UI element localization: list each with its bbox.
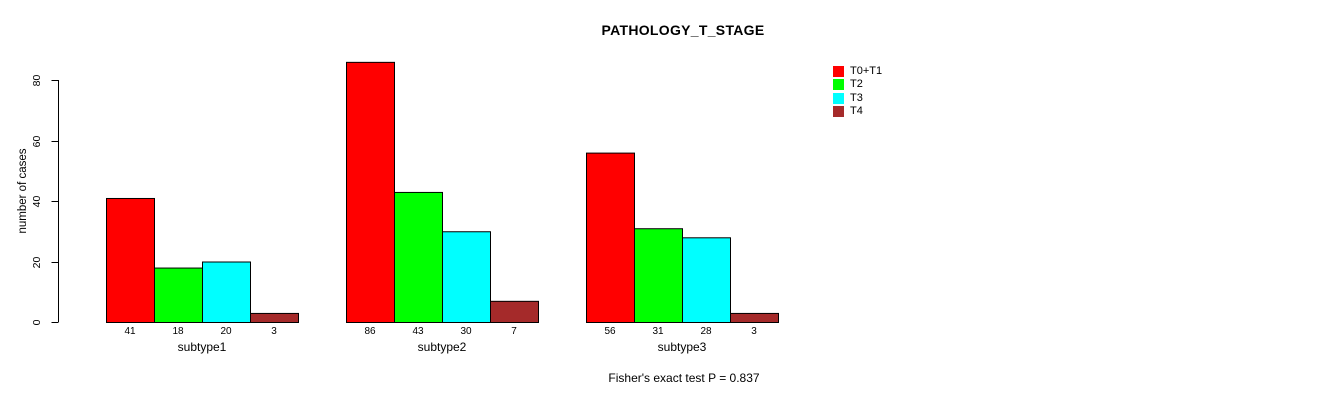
- bar-subtype1-T0+T1: [106, 197, 155, 324]
- bar-value-label: 20: [220, 326, 232, 337]
- y-tick-label: 0: [31, 319, 43, 325]
- y-tick-label: 60: [31, 136, 43, 148]
- chart-title: PATHOLOGY_T_STAGE: [601, 22, 765, 38]
- y-axis-title: number of cases: [17, 148, 29, 234]
- stats-annotation: Fisher's exact test P = 0.837: [608, 371, 760, 385]
- bar-value-label: 28: [700, 326, 712, 337]
- bar-value-label: 3: [271, 326, 277, 337]
- bar-subtype2-T3: [442, 231, 491, 323]
- bar-value-label: 7: [511, 326, 517, 337]
- legend-label: T4: [850, 105, 863, 118]
- legend-item: T0+T1: [833, 66, 882, 77]
- bar-subtype3-T0+T1: [586, 152, 635, 323]
- bar-subtype3-T2: [634, 228, 683, 324]
- bar-value-label: 56: [604, 326, 616, 337]
- bar-value-label: 31: [652, 326, 664, 337]
- category-label: subtype2: [418, 340, 467, 354]
- legend-item: T2: [833, 78, 882, 91]
- bar-value-label: 86: [364, 326, 376, 337]
- legend-item: T3: [833, 91, 882, 104]
- bar-subtype2-T0+T1: [346, 61, 395, 323]
- bar-subtype3-T3: [682, 237, 731, 323]
- bar-subtype1-T3: [202, 261, 251, 323]
- legend-swatch: [833, 92, 844, 104]
- bar-subtype2-T2: [394, 191, 443, 323]
- bar-value-label: 41: [124, 326, 136, 337]
- y-tick-label: 80: [31, 75, 43, 87]
- legend: T0+T1 T2 T3 T4: [833, 66, 882, 120]
- legend-label: T2: [850, 78, 863, 91]
- bar-value-label: 18: [172, 326, 184, 337]
- y-tick-label: 20: [31, 257, 43, 269]
- bar-subtype3-T4: [730, 312, 779, 323]
- bar-value-label: 3: [751, 326, 757, 337]
- bar-value-label: 30: [460, 326, 472, 337]
- legend-swatch: [833, 79, 844, 91]
- legend-label: T0+T1: [850, 65, 883, 77]
- bar-subtype1-T2: [154, 267, 203, 323]
- legend-item: T4: [833, 105, 882, 118]
- legend-label: T3: [850, 91, 863, 104]
- bar-value-label: 43: [412, 326, 424, 337]
- bar-subtype2-T4: [490, 300, 539, 324]
- legend-swatch: [833, 106, 844, 118]
- y-tick-label: 40: [31, 196, 43, 208]
- category-label: subtype3: [658, 340, 707, 354]
- bar-subtype1-T4: [250, 312, 299, 323]
- category-label: subtype1: [178, 340, 227, 354]
- legend-swatch: [833, 66, 844, 77]
